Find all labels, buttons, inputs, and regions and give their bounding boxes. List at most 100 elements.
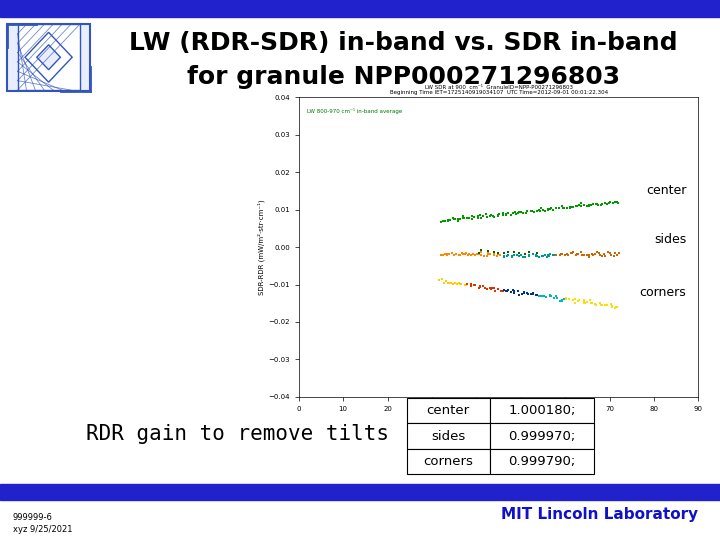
Text: for granule NPP000271296803: for granule NPP000271296803 xyxy=(186,65,620,89)
Point xyxy=(462,280,473,288)
Point xyxy=(566,249,577,258)
Point xyxy=(557,204,569,213)
Point xyxy=(533,292,544,300)
Point xyxy=(590,300,602,309)
Point xyxy=(502,252,513,260)
Point xyxy=(466,282,477,291)
Point xyxy=(554,203,565,212)
Point xyxy=(494,251,505,260)
Point xyxy=(528,290,539,299)
Point xyxy=(471,249,482,258)
Point xyxy=(560,293,572,302)
Point xyxy=(473,250,485,259)
Point xyxy=(531,291,543,299)
Point xyxy=(556,295,567,304)
Point xyxy=(557,250,568,259)
Point xyxy=(603,199,615,207)
Point xyxy=(484,212,495,220)
Point xyxy=(563,295,575,304)
Point xyxy=(578,296,590,305)
Point xyxy=(481,252,492,260)
Point xyxy=(516,207,527,216)
Point xyxy=(445,279,456,287)
Point xyxy=(498,249,510,258)
Point xyxy=(531,252,543,260)
Point xyxy=(544,204,556,213)
Point xyxy=(536,252,548,260)
Point xyxy=(451,215,463,224)
Point xyxy=(453,217,464,225)
Point xyxy=(544,252,555,260)
Point xyxy=(479,284,490,292)
Point xyxy=(521,209,532,218)
Point xyxy=(581,202,593,211)
Point xyxy=(523,248,535,256)
Point xyxy=(528,289,539,298)
Point xyxy=(539,251,551,260)
Point xyxy=(559,295,570,304)
Point xyxy=(474,281,486,290)
Point xyxy=(575,202,587,211)
Point xyxy=(480,210,492,218)
Point xyxy=(454,279,465,288)
Point xyxy=(613,249,625,258)
Point xyxy=(544,291,556,299)
Point xyxy=(570,251,582,260)
Point xyxy=(550,292,562,301)
Point xyxy=(502,285,513,294)
Point xyxy=(539,207,551,215)
Point xyxy=(521,207,533,215)
Point xyxy=(492,250,504,259)
Point xyxy=(533,206,544,215)
Point xyxy=(448,279,459,288)
Text: LW 800-970 cm⁻¹ in-band average: LW 800-970 cm⁻¹ in-band average xyxy=(307,107,402,114)
Point xyxy=(442,278,454,287)
Point xyxy=(526,206,538,215)
Point xyxy=(583,200,595,209)
Point xyxy=(508,287,520,295)
Point xyxy=(513,208,524,217)
Point xyxy=(587,200,598,208)
Point xyxy=(549,294,560,302)
Point xyxy=(436,274,448,283)
Point xyxy=(588,251,599,260)
Point xyxy=(512,286,523,295)
Point xyxy=(508,288,520,297)
Point xyxy=(487,248,499,256)
Point xyxy=(567,296,579,305)
Point xyxy=(513,252,524,260)
Point xyxy=(609,303,621,312)
Point xyxy=(475,213,487,222)
Point xyxy=(536,292,548,301)
Text: corners: corners xyxy=(639,286,686,299)
Point xyxy=(508,251,520,260)
Point xyxy=(560,295,572,303)
Bar xyxy=(490,423,594,449)
Point xyxy=(549,294,560,302)
Point xyxy=(537,205,549,214)
Point xyxy=(554,250,566,259)
Point xyxy=(454,251,465,259)
Point xyxy=(549,251,561,259)
Point xyxy=(512,208,523,217)
Point xyxy=(466,214,477,223)
Point xyxy=(509,207,521,216)
Point xyxy=(455,280,467,288)
Point xyxy=(579,251,590,260)
Point xyxy=(564,204,575,212)
Bar xyxy=(490,449,594,474)
Point xyxy=(475,251,487,260)
Point xyxy=(517,209,528,218)
Point xyxy=(531,251,542,260)
Point xyxy=(467,212,478,221)
Point xyxy=(546,292,557,301)
Point xyxy=(436,218,447,226)
Point xyxy=(541,252,553,261)
Point xyxy=(500,211,511,219)
Point xyxy=(552,294,563,303)
Text: center: center xyxy=(646,184,686,197)
Y-axis label: SDR-RDR (mW/m²·str·cm⁻¹): SDR-RDR (mW/m²·str·cm⁻¹) xyxy=(258,199,266,295)
Polygon shape xyxy=(37,45,60,70)
Point xyxy=(608,252,620,261)
Point xyxy=(459,214,470,222)
